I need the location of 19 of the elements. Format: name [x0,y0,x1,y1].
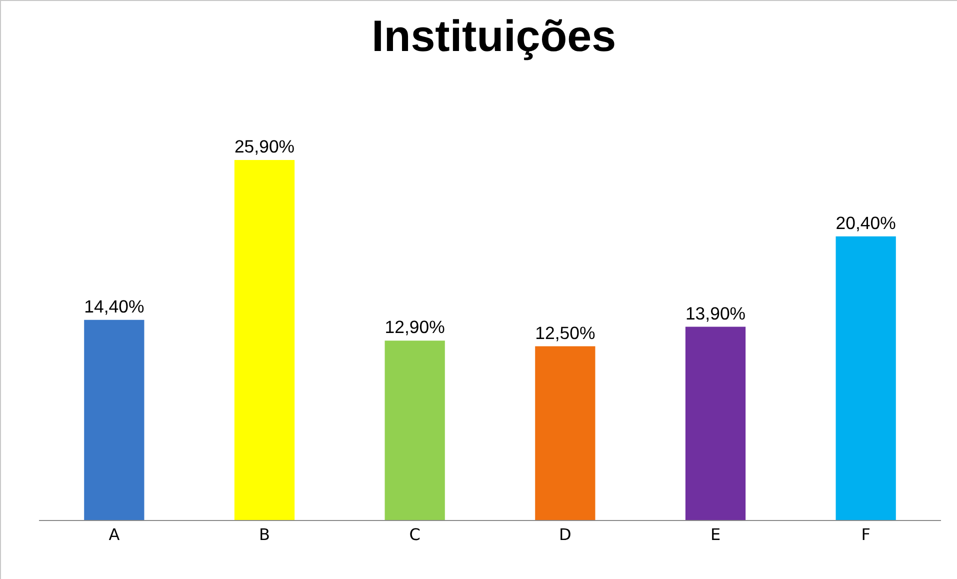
x-tick-label: E [710,525,721,544]
x-tick-label: C [409,525,420,544]
bar [234,160,295,520]
data-label: 12,90% [384,317,446,338]
bar [836,236,896,520]
x-tick-label: F [861,525,870,544]
data-label: 25,90% [234,136,295,157]
data-label: 13,90% [685,303,746,324]
bar [535,346,596,520]
chart-title: Instituições [372,12,616,62]
data-label: 20,40% [836,212,896,233]
x-tick-label: D [559,525,572,544]
data-label: 14,40% [84,296,144,316]
x-tick-label: B [259,525,270,544]
bar [384,340,445,520]
bar [84,320,144,520]
bar [685,326,746,520]
data-label: 12,50% [535,322,596,343]
x-tick-label: A [108,525,120,544]
